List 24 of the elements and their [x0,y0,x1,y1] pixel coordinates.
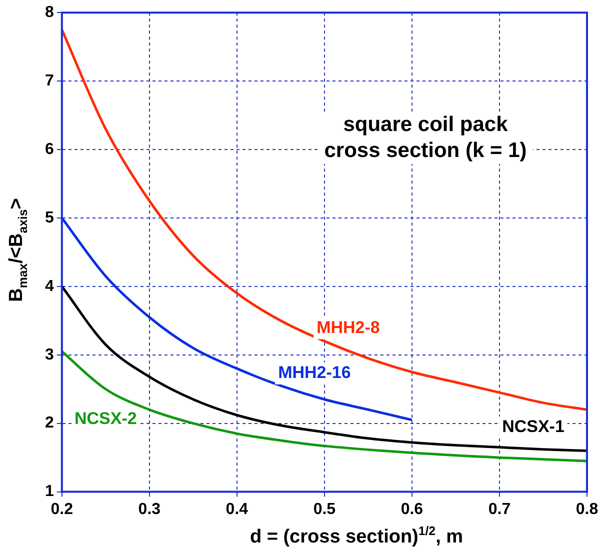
y-tick-label: 1 [44,483,54,500]
y-tick-label: 3 [44,346,54,364]
x-tick-label: 0.3 [138,500,161,518]
x-tick-label: 0.8 [576,500,598,518]
x-tick-label: 0.2 [50,500,74,518]
line-series [62,28,587,411]
annotation: square coil pack cross section (k = 1) [318,112,533,164]
y-tick-label: 2 [44,414,54,432]
line-series [62,350,587,462]
series-label: NCSX-1 [502,417,564,436]
series-label: MHH2-8 [316,318,380,337]
x-tick-label: 0.4 [226,500,248,518]
y-tick-label: 5 [44,209,54,226]
series-label: NCSX-2 [74,408,137,428]
x-axis-title: d = (cross section)$^{1/2}$, m [248,524,464,548]
x-tick-label: 0.6 [400,500,424,518]
x-tick-label: 0.7 [488,500,511,518]
y-tick-label: 7 [44,72,54,90]
line-series [62,285,587,452]
y-tick-label: 8 [44,4,54,22]
y-tick-label: 6 [44,140,54,158]
x-tick-label: 0.5 [313,500,336,518]
series-label: MHH2-16 [278,363,351,382]
y-tick-label: 4 [44,278,54,295]
